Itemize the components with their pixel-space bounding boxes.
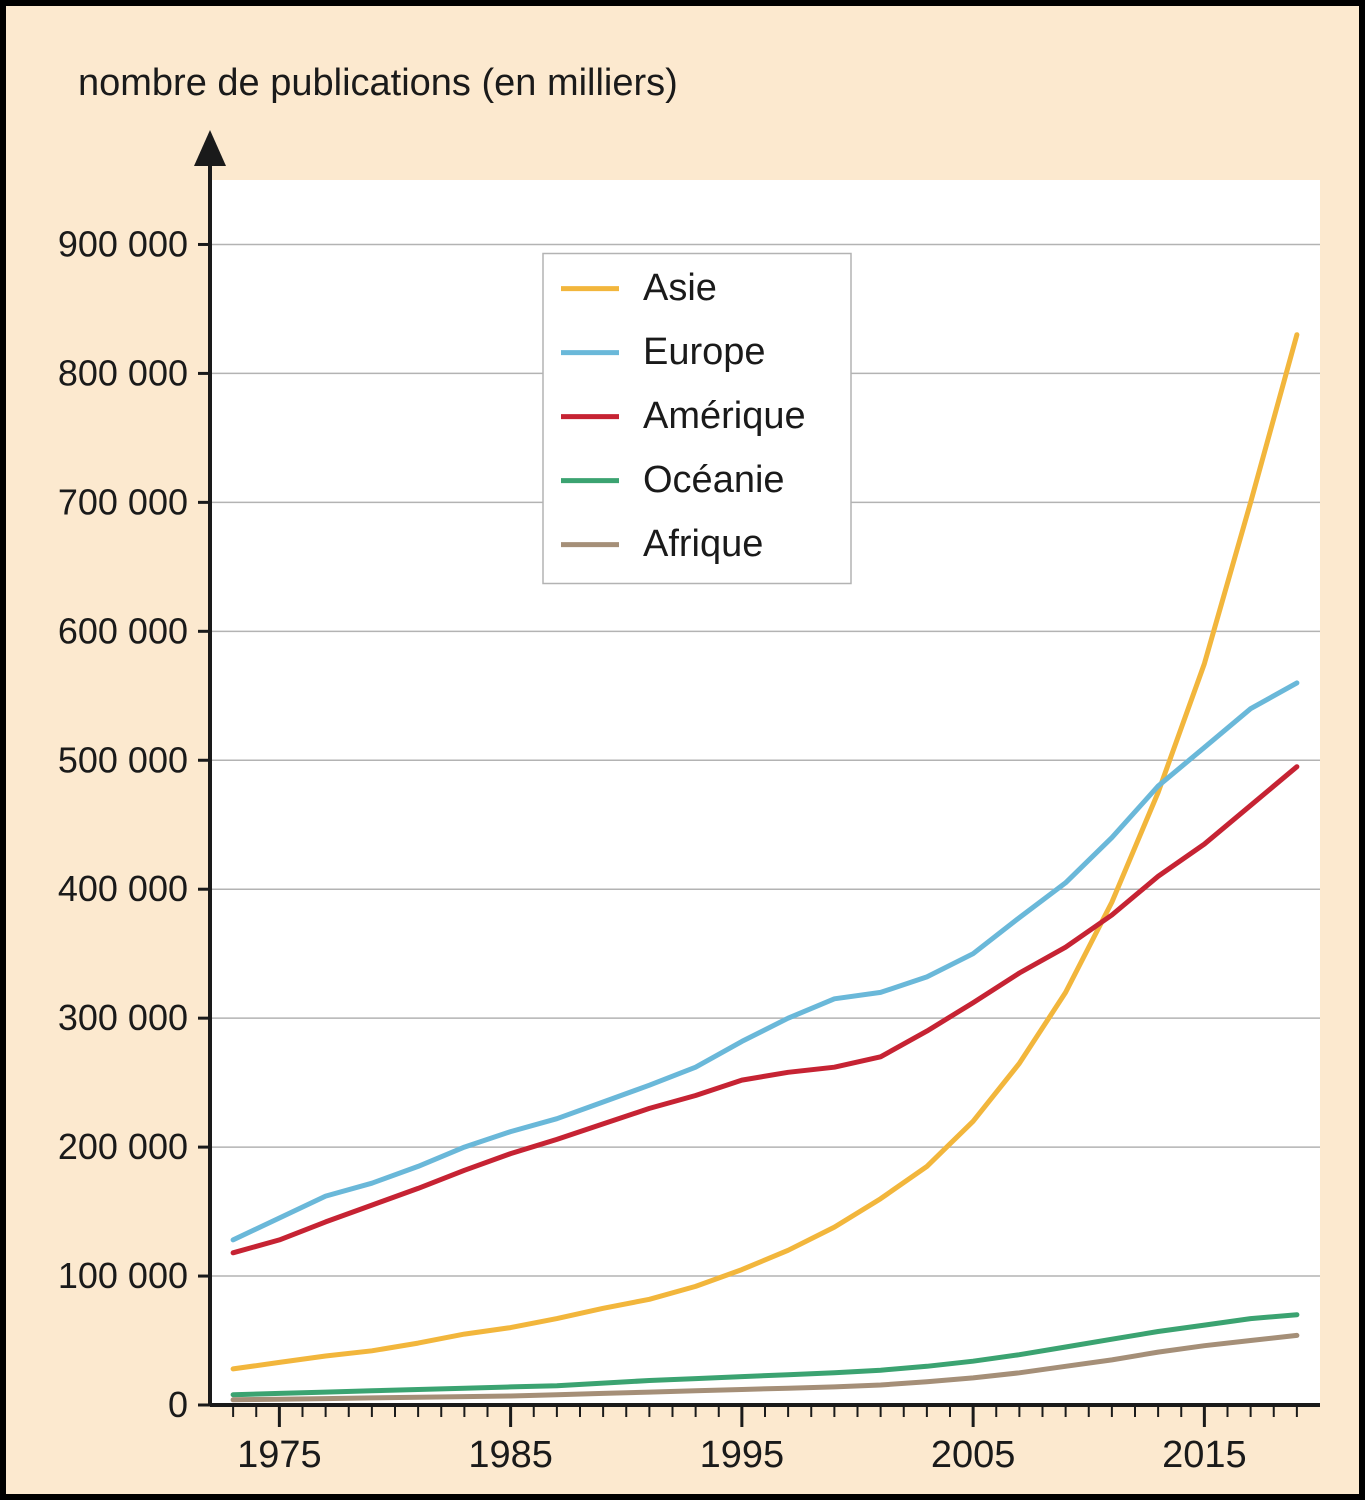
legend-label: Afrique — [643, 523, 763, 565]
y-tick-label: 100 000 — [58, 1255, 188, 1296]
y-tick-label: 0 — [168, 1384, 188, 1425]
y-tick-label: 400 000 — [58, 868, 188, 909]
x-tick-label: 1975 — [237, 1434, 322, 1476]
x-tick-label: 2005 — [931, 1434, 1016, 1476]
y-tick-label: 600 000 — [58, 610, 188, 651]
legend: Asie Europe Amérique Océanie Afrique — [543, 254, 851, 584]
y-tick-label: 800 000 — [58, 352, 188, 393]
x-tick-label: 1985 — [468, 1434, 553, 1476]
legend-label: Europe — [643, 331, 766, 373]
chart-container: 0 100 000 200 000 300 000 400 000 500 000 600 … — [0, 0, 1365, 1500]
y-tick-label: 300 000 — [58, 997, 188, 1038]
y-tick-label: 500 000 — [58, 739, 188, 780]
y-axis-title: nombre de publications (en milliers) — [78, 62, 678, 104]
x-tick-label: 1995 — [700, 1434, 785, 1476]
legend-label: Océanie — [643, 459, 785, 501]
x-tick-label: 2015 — [1162, 1434, 1247, 1476]
publications-line-chart: 0 100 000 200 000 300 000 400 000 500 000 600 … — [0, 0, 1365, 1500]
y-tick-label: 900 000 — [58, 223, 188, 264]
legend-label: Amérique — [643, 395, 806, 437]
y-tick-label: 700 000 — [58, 481, 188, 522]
legend-label: Asie — [643, 267, 717, 309]
y-tick-label: 200 000 — [58, 1126, 188, 1167]
